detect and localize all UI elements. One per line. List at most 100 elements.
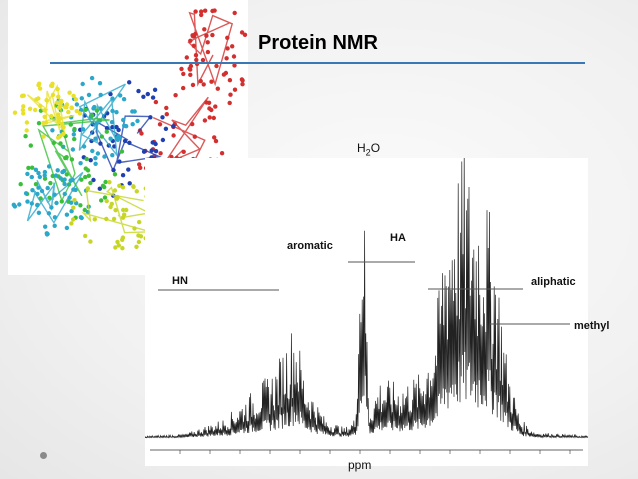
protein-atom (93, 156, 98, 161)
protein-backbone (187, 11, 234, 87)
protein-atom (202, 118, 208, 123)
protein-atom (227, 78, 233, 83)
protein-atom (72, 126, 77, 132)
protein-atom (74, 102, 80, 107)
protein-atom (11, 202, 16, 207)
protein-atom (71, 93, 76, 99)
protein-atom (84, 156, 89, 162)
protein-atom (33, 107, 38, 113)
protein-atom (69, 105, 74, 111)
protein-atom (210, 8, 215, 14)
protein-atom (45, 185, 50, 191)
protein-atom (231, 54, 237, 59)
protein-atom (55, 100, 60, 105)
protein-atom (134, 244, 139, 249)
protein-atom (190, 33, 195, 38)
protein-atom (126, 167, 131, 172)
protein-atom (108, 91, 113, 97)
protein-atom (232, 87, 238, 92)
protein-atom (64, 212, 70, 217)
protein-atom (116, 127, 121, 133)
protein-atom (60, 169, 65, 175)
methyl-label: methyl (574, 320, 610, 332)
protein-atom (211, 115, 216, 121)
protein-atom (127, 80, 132, 85)
protein-atom (70, 147, 76, 152)
protein-atom (213, 104, 218, 109)
protein-atom (102, 184, 107, 190)
aromatic-label: aromatic (287, 240, 333, 252)
protein-atom (224, 56, 229, 61)
protein-atom (102, 195, 108, 200)
protein-atom (119, 149, 125, 154)
protein-atom (17, 202, 22, 207)
protein-atom (36, 210, 42, 215)
h2o-label: H2O (357, 141, 381, 158)
protein-atom (72, 136, 77, 142)
protein-atom (88, 180, 93, 186)
protein-atom (71, 132, 76, 137)
protein-atom (107, 180, 112, 185)
aliphatic-label: aliphatic (531, 276, 576, 288)
protein-atom (136, 239, 142, 245)
protein-atom (90, 113, 95, 118)
protein-atom (200, 57, 206, 63)
protein-atom (88, 239, 93, 244)
protein-atom (47, 195, 52, 200)
protein-atom (114, 110, 119, 115)
protein-atom (69, 200, 74, 205)
protein-atom (219, 151, 225, 156)
protein-atom (225, 46, 230, 51)
protein-atom (116, 243, 122, 248)
protein-atom (74, 108, 80, 114)
protein-atom (83, 166, 89, 171)
protein-atom (95, 151, 101, 156)
protein-atom (120, 173, 126, 178)
protein-atom (193, 9, 198, 14)
protein-atom (141, 94, 146, 100)
protein-atom (131, 184, 136, 190)
protein-backbone (26, 171, 84, 225)
protein-backbone (81, 186, 152, 234)
protein-atom (42, 173, 47, 178)
protein-atom (50, 128, 55, 133)
protein-atom (36, 170, 41, 176)
protein-atom (149, 148, 154, 153)
protein-atom (188, 63, 194, 69)
protein-atom (108, 204, 113, 210)
protein-atom (206, 100, 212, 106)
protein-atom (163, 126, 169, 131)
nmr-spectrum-plot (145, 158, 588, 454)
protein-atom (138, 234, 144, 239)
protein-atom (72, 198, 77, 203)
protein-atom (91, 177, 96, 183)
protein-atom (83, 174, 88, 180)
protein-atom (37, 174, 42, 180)
protein-atom (207, 115, 212, 120)
protein-atom (215, 86, 220, 91)
protein-atom (27, 106, 33, 112)
protein-atom (210, 32, 215, 38)
protein-atom (42, 169, 48, 175)
protein-atom (240, 78, 245, 83)
protein-atom (160, 137, 166, 143)
protein-atom (239, 30, 245, 35)
protein-atom (33, 167, 39, 172)
protein-atom (104, 198, 109, 204)
protein-atom (97, 81, 103, 86)
protein-atom (79, 215, 84, 221)
protein-atom (136, 88, 141, 94)
protein-atom (83, 233, 88, 239)
protein-atom (230, 44, 235, 49)
protein-atom (46, 164, 52, 169)
protein-atom (102, 154, 107, 159)
protein-atom (90, 148, 95, 154)
protein-atom (158, 151, 163, 156)
protein-atom (88, 158, 93, 163)
protein-atom (115, 239, 120, 245)
protein-atom (29, 174, 34, 180)
protein-atom (150, 95, 156, 100)
protein-atom (184, 55, 189, 60)
protein-atom (44, 232, 50, 237)
protein-atom (164, 112, 169, 117)
